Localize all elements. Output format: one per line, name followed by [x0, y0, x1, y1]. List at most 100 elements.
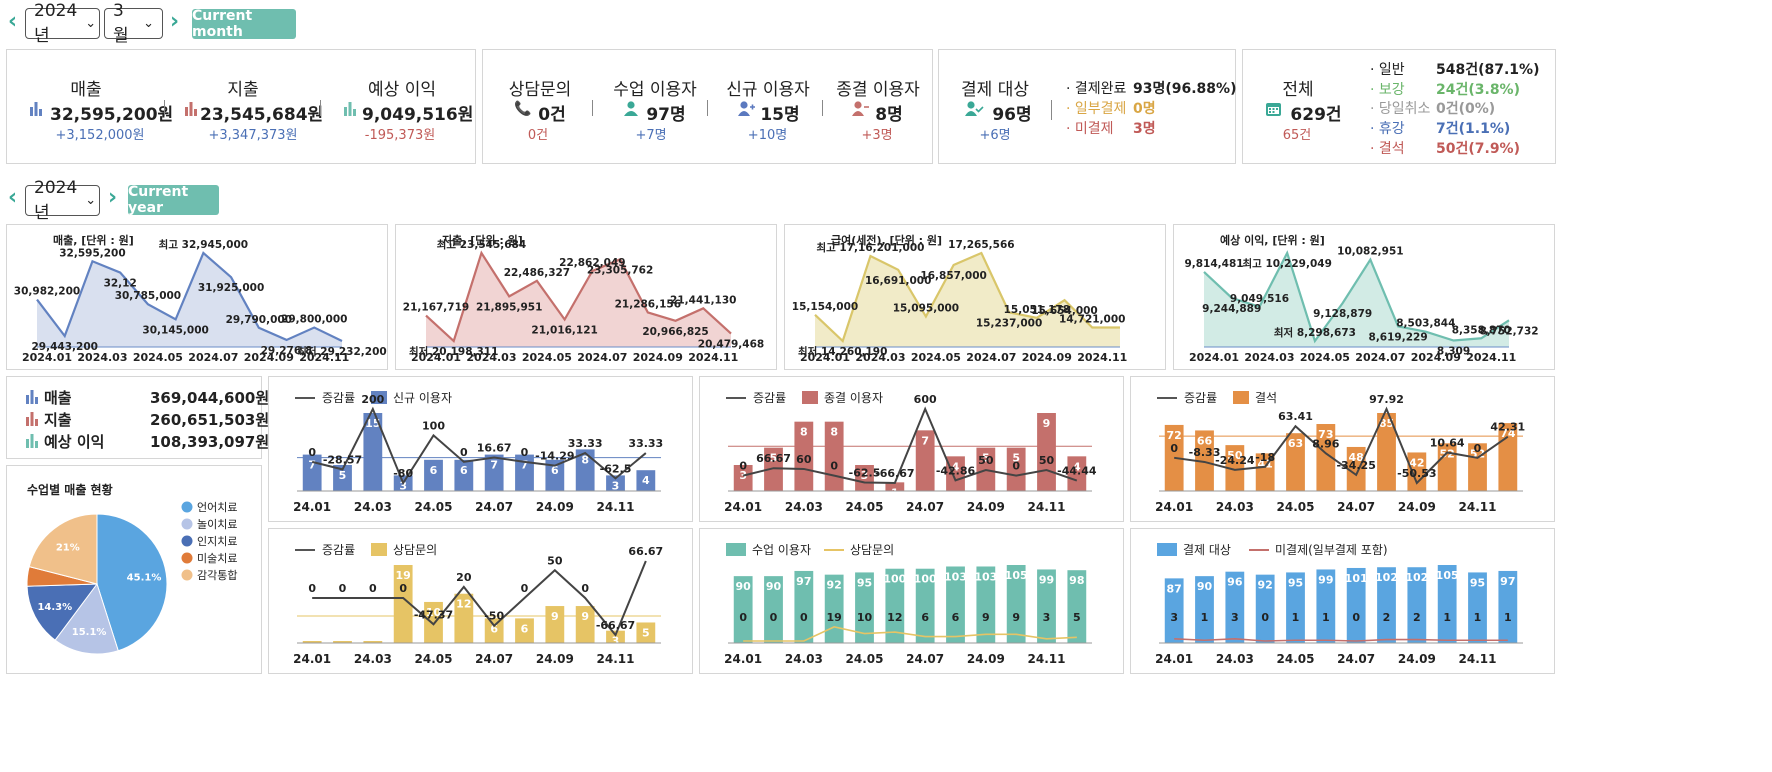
x-tick-label: 2024.05: [911, 351, 961, 364]
bar-value-label: 97: [1500, 575, 1515, 588]
rate-label: 42.31: [1490, 421, 1525, 434]
data-label: 17,265,566: [948, 239, 1014, 251]
rate-label: 0: [739, 460, 747, 473]
x-tick-label: 24.11: [1028, 652, 1066, 666]
bar-value-label: 95: [1288, 576, 1303, 589]
chart-title: 매출, [단위 : 원]: [53, 233, 134, 247]
prev-year-arrow[interactable]: ‹: [8, 185, 18, 210]
pie-slice-label: 45.1%: [127, 573, 162, 584]
x-tick-label: 24.03: [354, 500, 392, 514]
month-select[interactable]: 3월 ⌄: [104, 1, 163, 46]
area-fill: [1204, 253, 1509, 347]
legend-label: 미결제(일부결제 포함): [1275, 543, 1388, 557]
x-tick-label: 2024.11: [299, 351, 349, 364]
data-label: 29,443,200: [32, 341, 98, 353]
bar: [733, 465, 753, 491]
yearly-expense-label: 지출: [44, 411, 72, 429]
data-label: 23,305,762: [587, 264, 653, 276]
divider: [592, 100, 593, 116]
bar-value-label: 103: [944, 570, 967, 583]
data-label: 9,244,889: [1202, 303, 1261, 315]
bar: [1468, 572, 1487, 643]
rate-label: 66.67: [628, 545, 663, 558]
rate-label: 50: [978, 454, 994, 467]
bar: [1286, 433, 1305, 491]
divider: [320, 100, 321, 116]
rate-label: 63.41: [1278, 410, 1313, 423]
rate-label: 16.67: [477, 441, 512, 454]
data-label: 9,049,516: [1230, 293, 1289, 305]
data-label: 21,441,130: [670, 294, 736, 306]
next-year-arrow[interactable]: ›: [108, 185, 118, 210]
data-label: 15,051,178: [1004, 304, 1070, 316]
bar: [764, 447, 783, 491]
legend-bar-swatch: [1157, 543, 1177, 556]
data-label: 최저 14,260,190: [798, 345, 887, 358]
legend-label: 신규 이용자: [393, 391, 452, 405]
area-fill: [426, 253, 731, 347]
chart-title: 예상 이익, [단위 : 원]: [1220, 233, 1325, 247]
bar-value-label: 5: [339, 469, 347, 482]
bar: [545, 606, 565, 643]
makeup-name: · 보강: [1370, 82, 1405, 98]
line-value-label: 3: [1170, 611, 1178, 624]
rate-label: 0: [1474, 442, 1482, 455]
line-series: [743, 626, 1077, 642]
bar-value-label: 8: [830, 426, 838, 439]
x-tick-label: 2024.09: [633, 351, 683, 364]
legend-label: 수업 이용자: [752, 543, 811, 557]
rate-label: -42.86: [936, 464, 976, 477]
x-tick-label: 24.11: [597, 500, 635, 514]
month-year-select[interactable]: 2024년 ⌄: [25, 1, 100, 46]
rate-label: -24.24: [1215, 454, 1255, 467]
x-tick-label: 24.01: [724, 652, 762, 666]
class-revenue-pie-chart: 수업별 매출 현황 45.1% 15.1% 14.3% 21% 언어치료놀이치료인지치료미…: [26, 482, 237, 655]
area-fill: [37, 253, 342, 347]
x-tick-label: 24.09: [536, 652, 574, 666]
ended-users-chart-card: 증감률 종결 이용자 3 5 8 8 3 1 7 4 5 5 9 4 0 66.67 60 0 -62.5 -66.6…: [699, 376, 1124, 522]
x-tick-label: 24.07: [1337, 652, 1375, 666]
ended-users-value: 8명: [875, 105, 903, 125]
year-select[interactable]: 2024년 ⌄: [25, 178, 100, 223]
next-month-arrow[interactable]: ›: [170, 9, 180, 34]
absence-value: 50건(7.9%): [1436, 141, 1520, 157]
ended-users-delta: +3명: [861, 128, 893, 143]
x-tick-label: 24.03: [785, 652, 823, 666]
bar-value-label: 96: [1227, 576, 1243, 589]
expense-label: 지출: [227, 80, 259, 100]
rate-label: -18: [1255, 451, 1275, 464]
line-value-label: 9: [1012, 611, 1020, 624]
rate-label: 600: [914, 393, 937, 406]
current-month-button[interactable]: Current month: [192, 8, 296, 40]
prev-month-arrow[interactable]: ‹: [8, 9, 18, 34]
line-value-label: 10: [857, 611, 873, 624]
data-label: 8,619,229: [1369, 331, 1428, 343]
yearly-revenue-value: 369,044,600원: [150, 389, 270, 407]
bar-value-label: 72: [1167, 429, 1182, 442]
bar: [1377, 413, 1396, 491]
rate-label: -80: [393, 467, 413, 480]
class-revenue-pie-card: 수업별 매출 현황 45.1% 15.1% 14.3% 21% 언어치료 놀이치료 인지치료 미…: [6, 465, 262, 674]
x-tick-label: 24.09: [967, 500, 1005, 514]
x-tick-label: 2024.11: [1466, 351, 1516, 364]
new-users-label: 신규 이용자: [726, 80, 810, 100]
line-value-label: 3: [1231, 611, 1239, 624]
rate-label: 0: [521, 446, 529, 459]
data-label: 8,752,732: [1479, 325, 1538, 337]
rate-label: 33.33: [568, 437, 603, 450]
x-tick-label: 2024.03: [77, 351, 127, 364]
attendance-delta: 65건: [1282, 128, 1312, 143]
line-value-label: 1: [1443, 611, 1451, 624]
current-year-button[interactable]: Current year: [128, 184, 219, 216]
x-tick-label: 24.05: [1277, 652, 1315, 666]
data-label: 최고 17,16,201,000: [816, 241, 924, 254]
bar: [855, 465, 874, 491]
user-check-icon: [965, 101, 984, 116]
bar-value-label: 95: [857, 576, 872, 589]
yearly-profit-value: 108,393,097원: [150, 433, 270, 451]
calendar-icon: [1266, 103, 1281, 116]
x-tick-label: 24.05: [846, 500, 884, 514]
bar: [824, 574, 844, 643]
